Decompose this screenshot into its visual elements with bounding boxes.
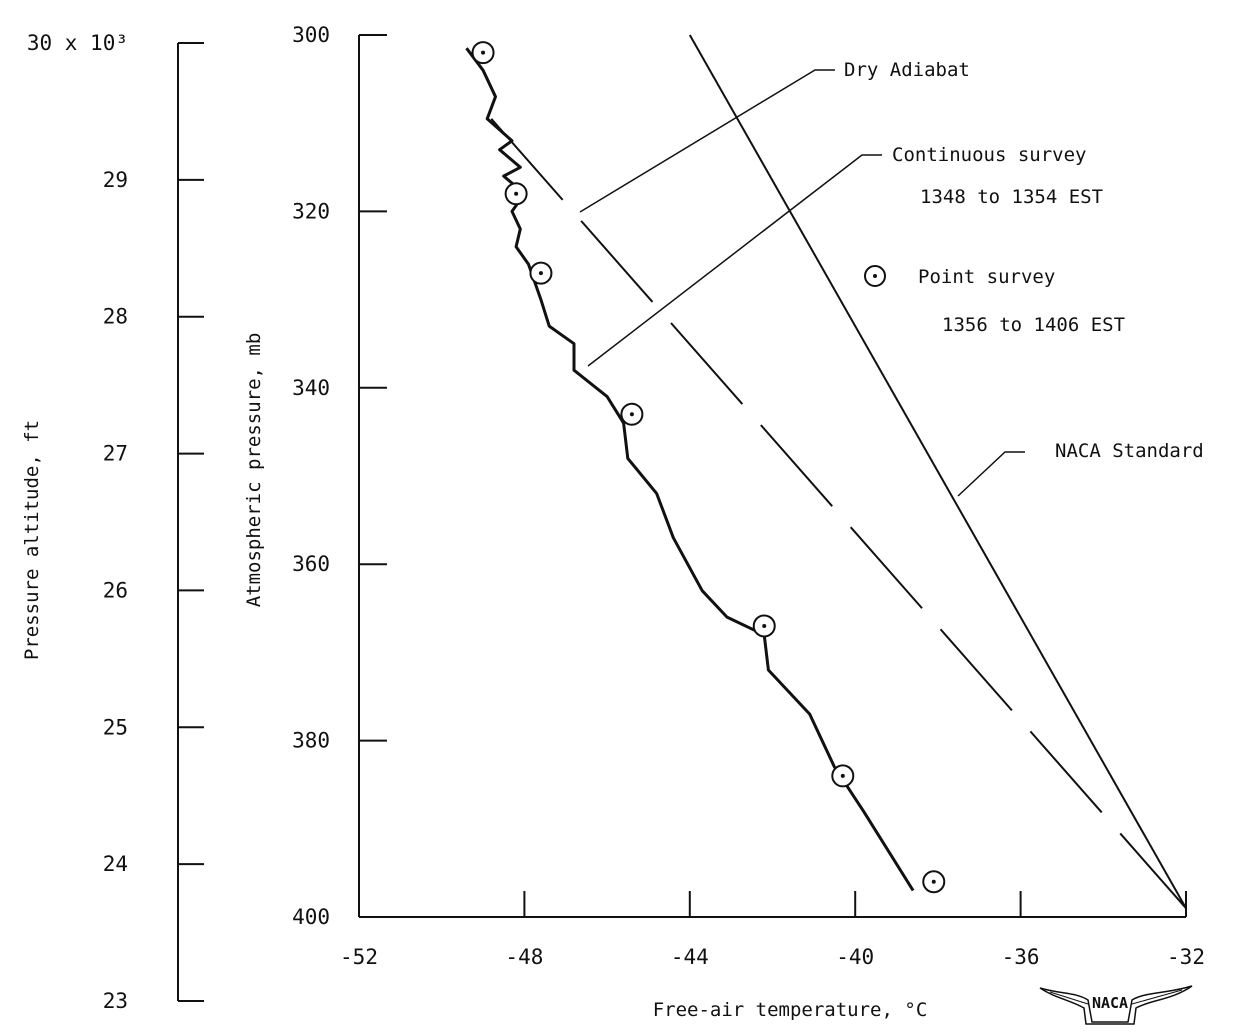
point-survey-dot xyxy=(481,50,486,55)
logo-wing-line-left xyxy=(1049,991,1089,1005)
altitude-axis-label: Pressure altitude, ft xyxy=(21,420,43,660)
altitude-tick-label: 30 x 10³ xyxy=(27,31,128,55)
continuous-leader xyxy=(587,154,882,367)
altitude-tick-label: 25 xyxy=(103,715,128,739)
y-tick-label: 360 xyxy=(292,552,330,576)
y-tick-label: 320 xyxy=(292,199,330,223)
dry-adiabat-label: Dry Adiabat xyxy=(844,59,970,81)
altitude-ticks: 30 x 10³ 29 28 27 26 25 24 23 xyxy=(27,31,204,1013)
y-tick-label: 300 xyxy=(292,23,330,47)
point-survey-time: 1356 to 1406 EST xyxy=(942,314,1125,336)
legend-dot xyxy=(873,274,877,278)
pressure-altitude-axis: Pressure altitude, ft xyxy=(21,43,179,1001)
altitude-tick-label: 29 xyxy=(103,168,128,192)
altitude-tick-label: 26 xyxy=(103,578,128,602)
point-survey-dot xyxy=(514,191,519,196)
continuous-survey-line xyxy=(465,47,915,892)
logo-text: NACA xyxy=(1092,994,1128,1012)
altitude-tick-label: 27 xyxy=(103,442,128,466)
point-survey-label: Point survey xyxy=(918,266,1055,288)
logo-wing-line-right xyxy=(1131,989,1183,1005)
continuous-label: Continuous survey xyxy=(892,144,1086,166)
naca-standard-line xyxy=(688,34,1187,909)
point-survey-dot xyxy=(538,271,543,276)
logo-wings xyxy=(1039,985,1193,1025)
point-survey-dot xyxy=(629,412,634,417)
main-axes: Atmospheric pressure, mb Free-air temper… xyxy=(243,35,1186,1021)
point-survey-legend-marker xyxy=(864,265,886,287)
annotations: Dry Adiabat Continuous survey 1348 to 13… xyxy=(579,59,1204,497)
naca-standard-label: NACA Standard xyxy=(1055,440,1204,462)
series xyxy=(465,34,1187,909)
x-tick-label: -44 xyxy=(671,945,709,969)
point-survey-dot xyxy=(762,623,767,628)
y-ticks: 300 320 340 360 380 400 xyxy=(292,23,387,929)
x-tick-label: -32 xyxy=(1167,945,1205,969)
altitude-tick-label: 23 xyxy=(103,989,128,1013)
x-tick-label: -48 xyxy=(505,945,543,969)
dry-adiabat-leader xyxy=(579,69,835,213)
y-tick-label: 400 xyxy=(292,905,330,929)
x-ticks: -52 -48 -44 -40 -36 -32 xyxy=(340,891,1205,969)
y-tick-label: 380 xyxy=(292,729,330,753)
y-tick-label: 340 xyxy=(292,376,330,400)
dry-adiabat-line xyxy=(490,118,1187,909)
y-axis-label: Atmospheric pressure, mb xyxy=(243,333,265,608)
naca-logo: NACA xyxy=(1039,985,1193,1025)
continuous-time: 1348 to 1354 EST xyxy=(920,186,1103,208)
altitude-tick-label: 28 xyxy=(103,305,128,329)
point-survey-dot xyxy=(931,879,936,884)
x-tick-label: -40 xyxy=(836,945,874,969)
naca-standard-leader xyxy=(957,451,1025,497)
altitude-tick-label: 24 xyxy=(103,852,128,876)
x-axis-label: Free-air temperature, °C xyxy=(653,999,928,1021)
point-survey-dot xyxy=(840,773,845,778)
x-tick-label: -52 xyxy=(340,945,378,969)
x-tick-label: -36 xyxy=(1002,945,1040,969)
